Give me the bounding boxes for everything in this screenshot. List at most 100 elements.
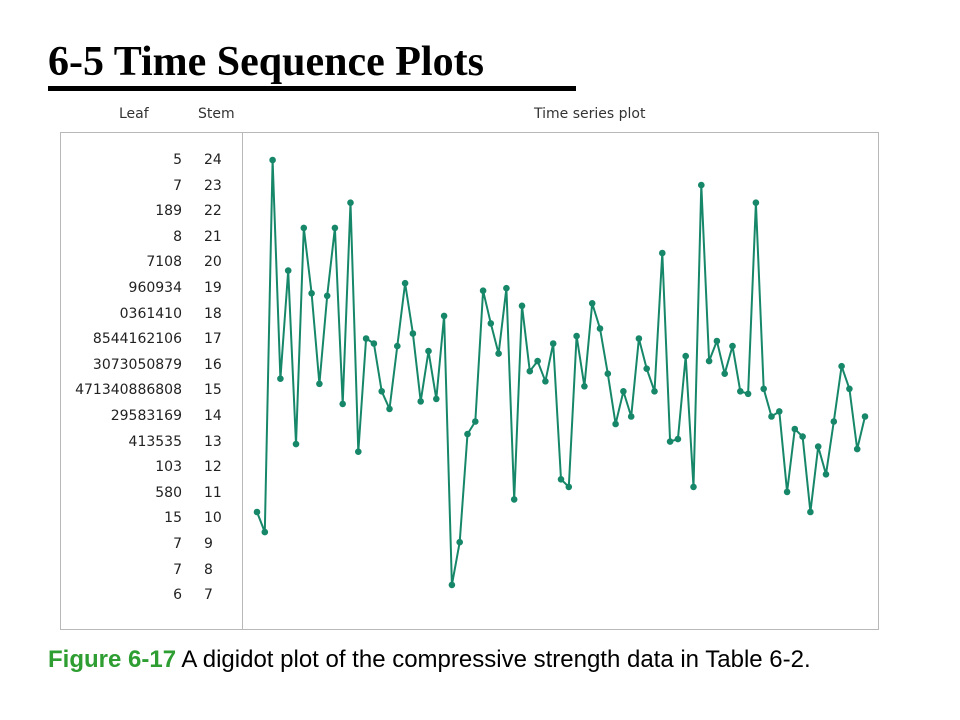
data-point	[378, 388, 385, 395]
data-point	[651, 388, 658, 395]
series-line	[256, 159, 866, 586]
data-point	[549, 340, 557, 347]
data-point	[472, 418, 479, 425]
data-point	[386, 405, 393, 413]
leaf-value: 8	[173, 228, 182, 245]
stem-value: 11	[204, 484, 222, 501]
data-point	[729, 342, 736, 350]
stem-value: 8	[204, 561, 213, 578]
stem-value: 23	[204, 177, 222, 194]
data-point	[510, 496, 518, 503]
data-point	[464, 430, 471, 438]
data-point	[737, 388, 744, 395]
data-point	[323, 292, 331, 300]
data-point	[433, 395, 440, 403]
data-point	[409, 330, 417, 337]
data-point	[487, 320, 495, 327]
data-point	[698, 181, 705, 189]
data-point	[370, 340, 378, 347]
stem-column-header: Stem	[198, 106, 235, 122]
data-point	[269, 156, 276, 164]
data-point	[456, 538, 463, 546]
data-point	[355, 448, 362, 456]
data-point	[331, 224, 339, 232]
leaf-value: 29583169	[110, 408, 182, 424]
stem-value: 20	[204, 254, 222, 271]
data-point	[799, 433, 806, 440]
data-point	[807, 508, 814, 516]
data-point	[744, 390, 752, 398]
data-point	[783, 488, 791, 496]
data-point	[495, 350, 502, 357]
slide-title: 6-5 Time Sequence Plots	[48, 39, 484, 85]
data-point	[526, 367, 534, 375]
data-point	[401, 279, 409, 287]
data-point	[300, 224, 308, 232]
figure-label: Figure 6-17	[48, 646, 177, 673]
data-point	[814, 443, 822, 450]
leaf-value: 7	[173, 177, 182, 194]
data-point	[362, 335, 370, 342]
time-series-plot	[253, 156, 869, 589]
data-point	[830, 418, 838, 425]
leaf-value: 7108	[146, 254, 182, 271]
leaf-value: 103	[155, 459, 182, 476]
leaf-value: 3073050879	[92, 356, 182, 373]
stem-value: 14	[204, 408, 222, 424]
leaf-value: 8544162106	[92, 331, 182, 348]
leaf-value: 189	[155, 203, 182, 220]
stem-value: 17	[204, 331, 222, 348]
data-point	[713, 337, 721, 345]
data-point	[534, 357, 541, 365]
chart-frame	[60, 132, 879, 630]
plot-column-header: Time series plot	[534, 106, 646, 122]
data-point	[846, 385, 853, 393]
leaf-value: 0361410	[119, 305, 182, 322]
data-point	[705, 357, 713, 365]
data-point	[596, 325, 604, 332]
data-point	[674, 435, 682, 443]
stem-value: 7	[204, 587, 213, 604]
stem-value: 13	[204, 433, 222, 450]
data-point	[853, 445, 861, 453]
title-underline	[48, 86, 576, 91]
data-point	[573, 332, 580, 340]
data-point	[518, 302, 526, 310]
data-point	[339, 400, 346, 408]
leaf-value: 580	[155, 484, 182, 501]
data-point	[347, 199, 354, 206]
data-point	[557, 476, 565, 483]
data-point	[791, 425, 799, 433]
data-point	[659, 249, 666, 257]
data-point	[292, 440, 300, 448]
data-point	[581, 383, 588, 390]
figure-caption: Figure 6-17 A digidot plot of the compre…	[48, 644, 888, 676]
stem-value: 22	[204, 203, 222, 220]
data-point	[503, 284, 510, 292]
data-point	[448, 581, 456, 589]
leaf-value: 5	[173, 152, 182, 168]
stem-value: 16	[204, 356, 222, 373]
data-point	[627, 413, 635, 420]
data-point	[542, 378, 549, 385]
data-point	[721, 370, 728, 377]
data-point	[277, 375, 284, 382]
stem-plot-divider	[242, 132, 243, 630]
data-point	[394, 342, 401, 350]
leaf-value: 960934	[128, 280, 182, 296]
leaf-value: 7	[173, 561, 182, 578]
data-point	[261, 528, 269, 536]
data-point	[284, 267, 292, 274]
data-point	[760, 385, 767, 393]
data-point	[620, 388, 627, 395]
data-point	[479, 287, 487, 294]
data-point	[308, 290, 315, 297]
stem-value: 18	[204, 305, 222, 322]
data-point	[316, 380, 323, 388]
data-point	[604, 370, 612, 377]
data-point	[776, 408, 783, 415]
stem-value: 15	[204, 382, 222, 399]
stem-value: 12	[204, 459, 222, 476]
data-point	[588, 300, 596, 307]
data-point	[565, 483, 573, 491]
